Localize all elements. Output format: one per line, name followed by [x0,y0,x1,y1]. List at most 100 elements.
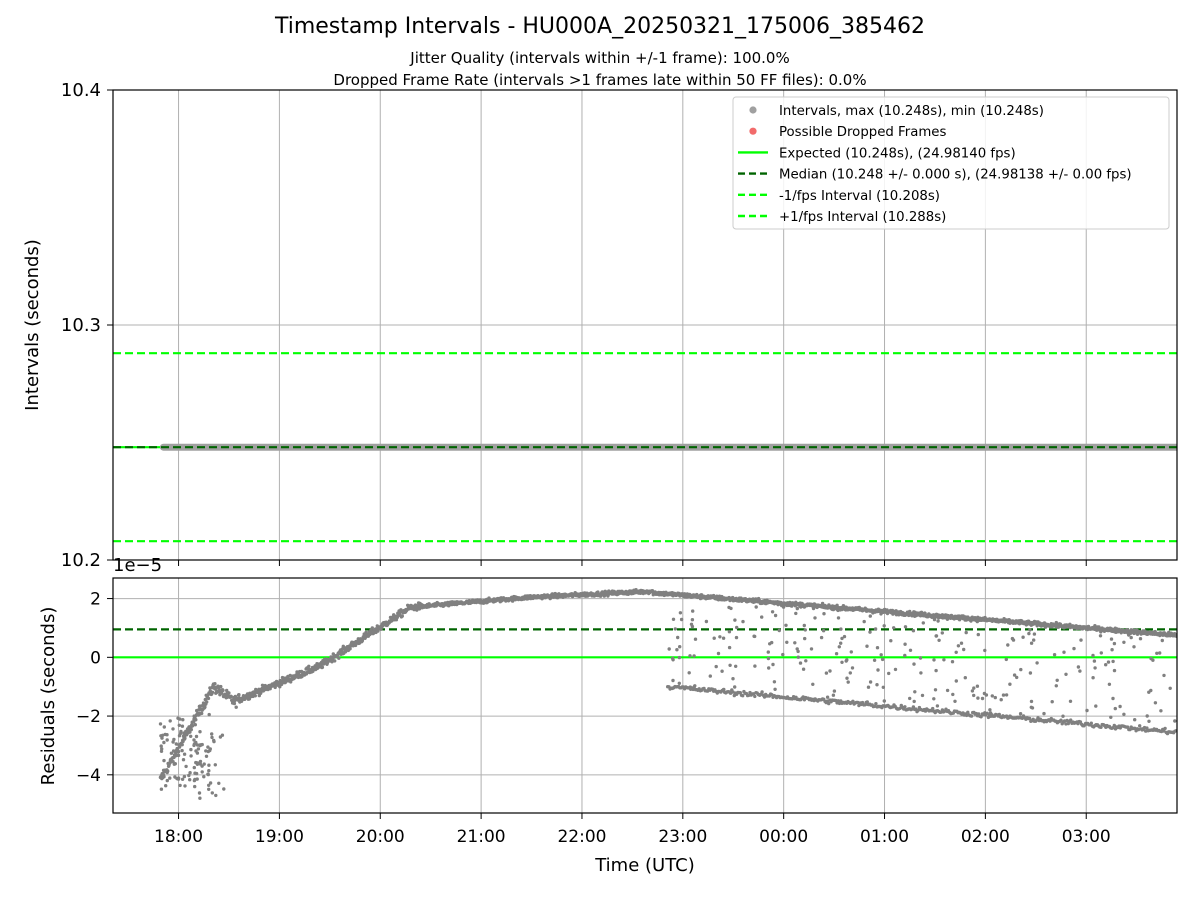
residual-point [400,614,404,618]
residual-point [220,733,225,737]
bottom-y-tick-label: −2 [76,707,101,727]
chart-subtitle-jitter: Jitter Quality (intervals within +/-1 fr… [410,49,790,67]
residual-point [970,689,975,693]
residual-point [712,636,716,640]
x-tick-label: 22:00 [557,827,606,847]
residual-point [197,708,201,712]
residual-point [819,635,824,640]
residual-point [667,647,671,651]
residual-point [176,753,181,758]
residual-point [182,774,187,779]
residual-point [171,727,175,731]
residual-point [165,738,169,742]
residual-point [237,693,241,697]
residual-point [1035,661,1039,665]
residual-point [741,694,745,698]
residual-point [1059,718,1063,722]
residual-point [1008,714,1012,718]
residual-point [727,645,732,650]
residual-point [198,730,202,734]
residual-point [1029,699,1034,704]
residual-point [205,700,209,704]
residual-point [1012,673,1017,677]
residual-point [733,618,737,622]
residual-point [348,647,352,651]
legend-label: Median (10.248 +/- 0.000 s), (24.98138 +… [779,168,1132,183]
residual-point [1095,723,1100,727]
residual-point [879,612,883,616]
residual-point [1107,682,1112,686]
residual-point [804,659,808,663]
residual-point [195,751,200,755]
residual-point [875,683,879,687]
residual-point [714,664,718,669]
residual-point [688,685,692,689]
residual-point [734,664,738,668]
residual-point [831,693,836,697]
residual-point [721,636,726,640]
residual-point [168,776,172,780]
residual-point [1147,719,1151,723]
residual-point [983,648,987,653]
residual-point [842,634,847,639]
residual-point [687,671,691,675]
residual-point [844,659,848,663]
residual-point [1149,656,1153,661]
residual-point [892,626,896,630]
residual-point [934,668,938,673]
residual-point [227,691,231,695]
top-panel-series [113,352,1177,543]
residual-point [1141,727,1145,731]
residual-point [1052,653,1057,657]
residual-point [835,607,839,611]
residual-point [795,606,799,611]
residual-point [988,708,992,712]
residual-point [173,775,177,779]
residual-point [169,751,174,755]
residual-point [951,692,955,697]
residual-point [180,777,185,781]
residual-point [1004,657,1008,662]
residual-point [172,762,176,766]
residual-point [999,698,1003,702]
residual-point [851,699,855,703]
top-y-tick-label: 10.2 [61,550,101,571]
residual-point [693,637,698,641]
residual-point [232,701,237,706]
residual-point [796,655,800,659]
residual-point [1110,648,1114,652]
residual-point [198,762,202,766]
legend-label: Possible Dropped Frames [779,125,946,140]
residual-point [1008,682,1012,686]
residual-point [813,616,817,620]
residual-point [1153,701,1158,705]
residual-point [190,723,194,727]
residual-point [210,690,215,694]
bottom-y-tick-label: 2 [90,590,101,610]
residual-point [840,660,844,664]
residual-point [179,729,183,734]
residual-point [937,638,941,642]
residual-point [827,701,831,706]
residual-point [754,605,758,609]
residual-point [1078,669,1082,673]
residual-point [1032,632,1037,636]
residual-point [1098,634,1103,638]
residual-point [1076,665,1081,669]
residual-point [158,722,163,726]
residual-point [177,723,181,727]
residual-point [798,661,803,665]
residual-point [980,696,985,701]
residual-point [164,784,168,788]
residual-point [993,695,997,700]
residual-point [727,630,732,634]
residual-point [161,768,166,772]
residual-point [903,642,907,646]
residual-point [1089,721,1094,725]
residual-point [210,735,214,740]
top-y-tick-label: 10.3 [61,315,101,336]
residual-point [735,625,739,630]
residual-point [785,640,789,644]
residual-point [802,623,806,628]
residual-point [671,678,675,683]
